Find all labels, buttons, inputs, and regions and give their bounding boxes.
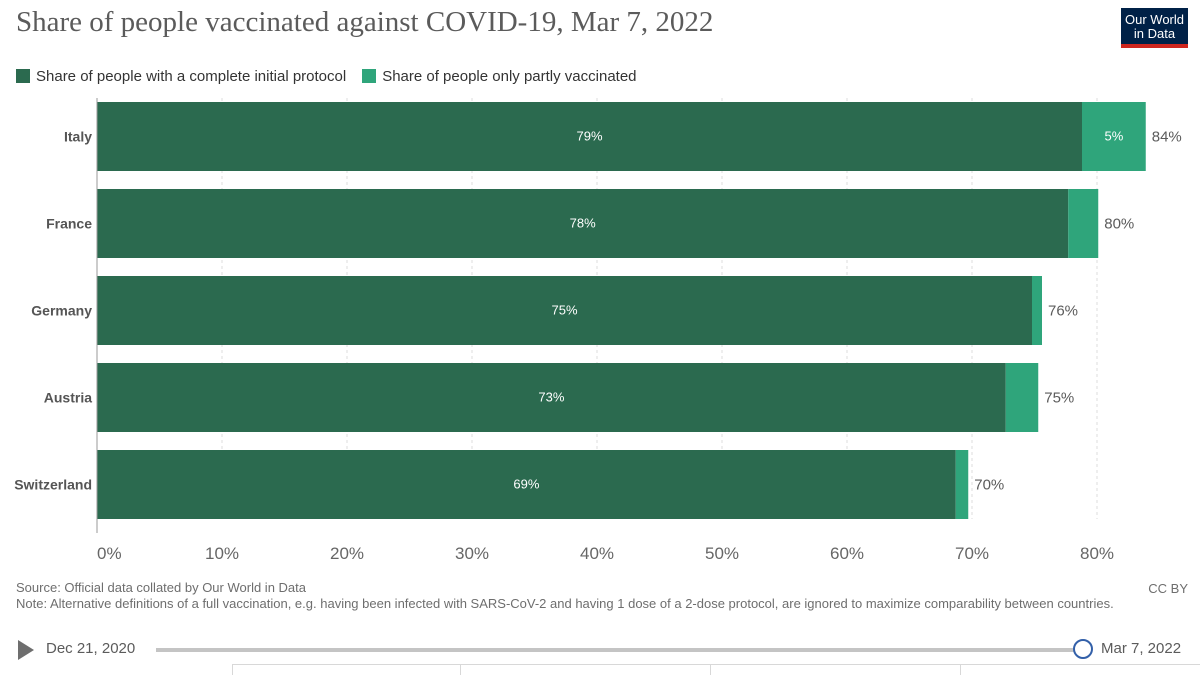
x-tick-label: 10%: [205, 544, 239, 563]
timeline: Dec 21, 2020 Mar 7, 2022: [0, 634, 1200, 675]
x-tick-label: 70%: [955, 544, 989, 563]
bar-total-label: 84%: [1152, 129, 1182, 146]
category-label: Italy: [64, 129, 92, 145]
timeline-end-date[interactable]: Mar 7, 2022: [1101, 640, 1182, 657]
legend-item-partial[interactable]: Share of people only partly vaccinated: [362, 67, 637, 85]
bar-chart: 79% 5% 84% Italy 78% 80% France 75% 76% Germany 73…: [14, 98, 1182, 563]
bar-total-label: 76%: [1048, 303, 1078, 320]
category-label: Austria: [44, 390, 92, 406]
bar-label-complete: 79%: [576, 129, 602, 144]
timeline-start-date[interactable]: Dec 21, 2020: [46, 640, 136, 657]
bar-total-label: 70%: [974, 477, 1004, 494]
bar-label-complete: 69%: [513, 477, 539, 492]
bar-partial: [1068, 189, 1099, 258]
bar-partial: [955, 450, 969, 519]
bar-label-complete: 73%: [538, 390, 564, 405]
timeline-slider-fill: [156, 648, 1083, 652]
x-tick-label: 40%: [580, 544, 614, 563]
legend-swatch-partial: [362, 69, 377, 83]
timeline-slider-track[interactable]: [156, 648, 1083, 652]
x-tick-label: 0%: [97, 544, 122, 563]
x-tick-label: 20%: [330, 544, 364, 563]
bar-label-complete: 75%: [551, 303, 577, 318]
category-label: Germany: [31, 303, 92, 319]
legend-label-partial: Share of people only partly vaccinated: [382, 67, 637, 85]
bar-complete: [97, 363, 1006, 432]
tab-strip: [232, 664, 1200, 675]
tab-separator: [960, 665, 961, 675]
x-tick-label: 80%: [1080, 544, 1114, 563]
bar-partial: [1082, 102, 1146, 171]
category-label: France: [46, 216, 92, 232]
play-icon[interactable]: [18, 640, 34, 660]
logo-line-2: in Data: [1133, 26, 1176, 41]
chart-title: Share of people vaccinated against COVID…: [16, 6, 714, 38]
bar-label-partial: 5%: [1104, 129, 1123, 144]
bar-partial: [1032, 276, 1042, 345]
bar-complete: [97, 102, 1082, 171]
bar-complete: [97, 189, 1069, 258]
legend-swatch-complete: [16, 69, 30, 83]
tab-separator: [710, 665, 711, 675]
bar-total-label: 75%: [1044, 390, 1074, 407]
source-note: Source: Official data collated by Our Wo…: [16, 580, 306, 595]
definition-note: Note: Alternative definitions of a full …: [16, 596, 1114, 611]
license-link[interactable]: CC BY: [1148, 581, 1188, 596]
bar-partial: [1005, 363, 1039, 432]
x-tick-label: 30%: [455, 544, 489, 563]
bar-complete: [97, 276, 1032, 345]
owid-logo[interactable]: Our World in Data: [1121, 8, 1188, 48]
logo-line-1: Our World: [1125, 12, 1184, 27]
tab-separator: [232, 665, 233, 675]
legend: Share of people with a complete initial …: [16, 66, 653, 86]
bar-label-complete: 78%: [570, 216, 596, 231]
timeline-slider-handle[interactable]: [1073, 639, 1093, 659]
x-tick-label: 60%: [830, 544, 864, 563]
legend-item-complete[interactable]: Share of people with a complete initial …: [16, 68, 346, 85]
bar-total-label: 80%: [1104, 216, 1134, 233]
x-tick-label: 50%: [705, 544, 739, 563]
tab-separator: [460, 665, 461, 675]
category-label: Switzerland: [14, 477, 92, 493]
legend-label-complete: Share of people with a complete initial …: [36, 67, 347, 85]
bar-complete: [97, 450, 956, 519]
